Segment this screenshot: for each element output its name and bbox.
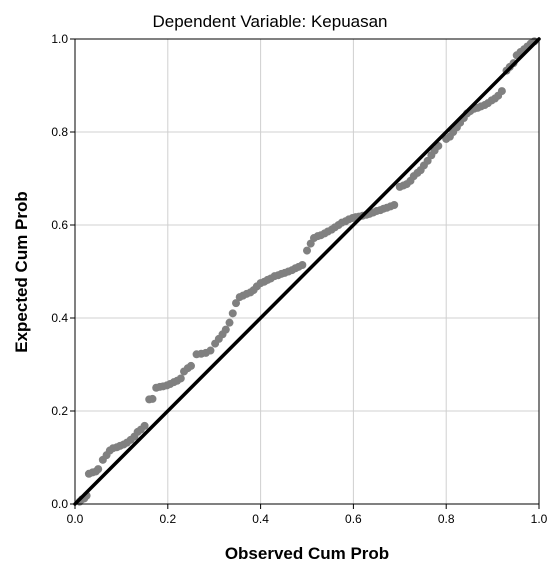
y-tick-label: 0.4 [51,311,68,325]
y-axis-title: Expected Cum Prob [12,191,31,353]
reference-line [73,37,541,506]
data-point [298,260,307,269]
x-axis-title: Observed Cum Prob [225,544,389,563]
data-point [225,318,234,327]
data-point [232,299,241,308]
data-point [94,465,103,474]
x-tick-label: 0.0 [67,512,84,526]
x-tick-label: 0.8 [438,512,455,526]
data-point [497,87,506,96]
data-point [187,361,195,370]
x-tick-label: 0.2 [159,512,176,526]
data-point [303,246,311,255]
y-axis-ticks: 0.0 0.2 0.4 0.6 0.8 1.0 [51,32,75,511]
plot-frame [74,38,540,505]
data-point [228,309,237,318]
x-tick-label: 0.6 [345,512,362,526]
data-point [390,201,399,210]
data-point [221,325,230,334]
x-tick-label: 0.4 [252,512,269,526]
x-tick-label: 1.0 [531,512,548,526]
data-point [206,346,215,355]
data-point [140,421,149,430]
chart-title: Dependent Variable: Kepuasan [152,12,387,31]
y-tick-label: 0.2 [51,404,68,418]
y-tick-label: 0.6 [51,218,68,232]
y-tick-label: 0.8 [51,125,68,139]
data-point [176,374,185,383]
y-tick-label: 1.0 [51,32,68,46]
x-axis-ticks: 0.0 0.2 0.4 0.6 0.8 1.0 [67,504,548,526]
y-tick-label: 0.0 [51,497,68,511]
data-point [148,394,157,403]
